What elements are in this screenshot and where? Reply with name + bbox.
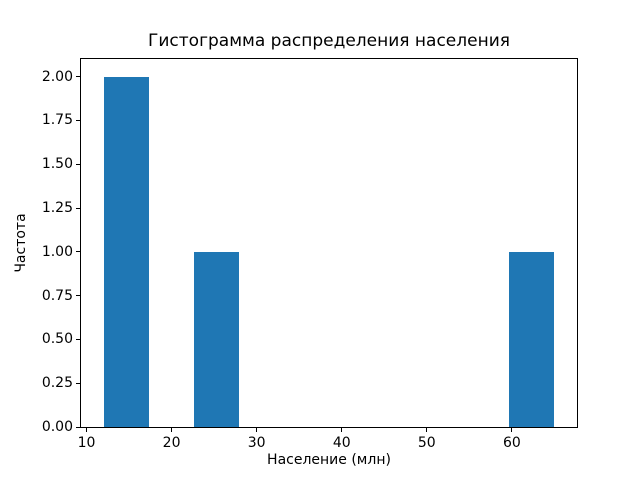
y-tick-label: 1.50 xyxy=(41,156,73,173)
y-tick-mark xyxy=(76,76,80,77)
x-tick-label: 50 xyxy=(417,435,436,451)
x-tick-label: 40 xyxy=(332,435,351,451)
x-tick-label: 10 xyxy=(77,435,96,451)
chart-title: Гистограмма распределения населения xyxy=(148,31,510,51)
x-axis-label: Население (млн) xyxy=(267,452,391,468)
x-tick-mark xyxy=(426,428,428,432)
y-tick-label: 0.75 xyxy=(41,287,73,304)
y-tick-mark xyxy=(76,207,80,209)
x-ticks-layer: 10 20 30 40 50 60 xyxy=(78,59,577,451)
y-tick-mark xyxy=(76,119,80,121)
y-tick-mark xyxy=(76,163,80,165)
plot-area: 10 20 30 40 50 60 0.00 0.25 0.50 0.75 1.00 1.25 1.5… xyxy=(42,58,578,451)
y-tick-label: 1.25 xyxy=(41,200,73,216)
histogram-bar xyxy=(103,76,149,427)
y-tick-mark xyxy=(76,295,80,297)
y-tick-label: 1.00 xyxy=(41,243,73,260)
x-tick-mark xyxy=(341,428,343,432)
x-tick-label: 30 xyxy=(247,435,266,451)
bars-layer xyxy=(81,59,577,427)
y-ticks-layer: 0.00 0.25 0.50 0.75 1.00 1.25 1.50 1.75 2.00 xyxy=(42,59,577,435)
histogram-bar xyxy=(509,251,555,427)
y-tick-mark xyxy=(76,426,80,428)
y-tick-label: 1.75 xyxy=(41,112,73,129)
y-tick-label: 2.00 xyxy=(41,68,73,85)
histogram-bar xyxy=(193,251,239,427)
x-tick-mark xyxy=(511,428,513,432)
y-tick-mark xyxy=(76,251,80,253)
y-tick-mark xyxy=(76,338,80,340)
x-tick-label: 60 xyxy=(502,435,521,451)
x-tick-mark xyxy=(256,428,258,432)
y-axis-label: Частота xyxy=(13,213,29,273)
y-tick-label: 0.50 xyxy=(41,331,73,348)
y-tick-label: 0.25 xyxy=(41,375,73,392)
y-tick-label: 0.00 xyxy=(41,419,73,435)
y-tick-mark xyxy=(76,382,80,384)
x-tick-mark xyxy=(86,428,87,432)
x-tick-mark xyxy=(171,428,173,432)
x-tick-label: 20 xyxy=(162,435,181,451)
